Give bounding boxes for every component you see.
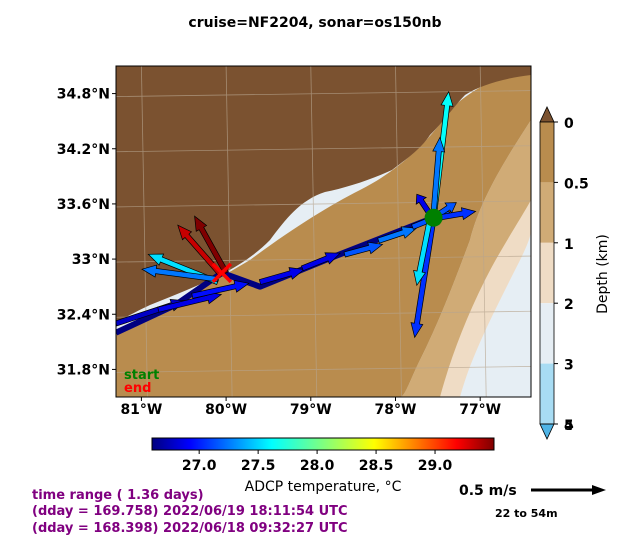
depth-tick-label: 3 [564, 358, 574, 374]
grid-line-lon-1 [225, 66, 233, 397]
temperature-tick-label: 27.0 [182, 458, 217, 474]
grid-line-lat-5 [116, 90, 531, 97]
depth-colorbar: 0 0.5 1 2 3 45 [539, 106, 589, 440]
temperature-tick-label: 27.5 [241, 458, 276, 474]
grid-line-lon-2 [310, 66, 318, 397]
depth-colorbar-top-arrow [539, 106, 555, 123]
y-tick-label: 34.8°N [57, 87, 110, 103]
depth-band-swatch [540, 303, 554, 364]
end-label: end [124, 381, 151, 396]
x-tick-label: 80°W [205, 402, 247, 418]
time-range-line3: (dday = 168.398) 2022/06/18 09:32:27 UTC [32, 521, 348, 536]
start-marker [424, 208, 443, 227]
y-tick-label: 32.4°N [57, 307, 110, 323]
depth-tick-label: 4 [564, 418, 574, 434]
time-range-line2: (dday = 169.758) 2022/06/19 18:11:54 UTC [32, 504, 348, 519]
temperature-tick-label: 28.5 [359, 458, 394, 474]
temperature-colorbar-label: ADCP temperature, °C [245, 479, 402, 495]
depth-tick-label: 1 [564, 237, 574, 253]
velocity-vector-5 [177, 224, 225, 278]
velocity-vector-16 [413, 221, 433, 287]
depth-band-swatch [540, 182, 554, 243]
temperature-tick-label: 28.0 [300, 458, 335, 474]
y-tick-label: 31.8°N [57, 362, 110, 378]
y-tick-label: 33°N [72, 252, 110, 268]
depth-colorbar-frame [539, 121, 555, 425]
chart-title: cruise=NF2204, sonar=os150nb [188, 15, 441, 31]
grid-line-lat-4 [116, 145, 531, 153]
map-area [116, 66, 531, 397]
start-end-markers [211, 208, 443, 284]
start-label: start [124, 368, 159, 383]
map-frame [115, 65, 532, 398]
velocity-vector-13 [410, 216, 437, 339]
velocity-vector-10 [377, 226, 418, 244]
y-tick-label: 34.2°N [57, 142, 110, 158]
grid-line-lat-3 [116, 200, 531, 208]
grid-line-lon-4 [479, 66, 487, 397]
y-tick-label: 33.6°N [57, 197, 110, 213]
depth-band-swatch [540, 122, 554, 183]
velocity-vector-18 [415, 193, 432, 216]
velocity-vector-8 [300, 252, 341, 272]
grid-line-lat-1 [116, 310, 531, 318]
velocity-vectors [116, 90, 477, 339]
time-range-line1: time range ( 1.36 days) [32, 488, 204, 503]
grid-line-lat-0 [116, 366, 531, 373]
shelf-band-0-0.5km [116, 66, 531, 397]
temperature-tick-label: 29.0 [418, 458, 453, 474]
velocity-vector-9 [343, 241, 384, 258]
depth-tick-label: 0.5 [564, 176, 589, 192]
velocity-vector-7 [258, 267, 305, 286]
end-marker [211, 262, 233, 284]
depth-tick-label: 0 [564, 116, 574, 132]
velocity-vector-2 [191, 279, 250, 299]
depth-tick-label: 2 [564, 297, 574, 313]
shelf-band-0.5-1km [400, 120, 531, 397]
velocity-vector-6 [194, 215, 229, 275]
x-axis-ticks: 81°W 80°W 79°W 78°W 77°W [120, 397, 501, 418]
depth-colorbar-bottom-arrow [539, 423, 555, 440]
y-axis-ticks: 31.8°N 32.4°N 33°N 33.6°N 34.2°N 34.8°N [57, 87, 116, 378]
vector-scale-arrow [531, 485, 606, 495]
temperature-colorbar [151, 437, 495, 451]
depth-band-swatch [540, 363, 554, 424]
depth-band-swatch [540, 242, 554, 304]
vector-depth-range: 22 to 54m [495, 507, 558, 520]
depth-colorbar-label: Depth (km) [595, 234, 611, 314]
depth-tick-label: 5 [564, 418, 574, 434]
x-tick-label: 77°W [459, 402, 501, 418]
grid-line-lon-0 [141, 66, 148, 397]
x-tick-label: 79°W [290, 402, 332, 418]
vector-scale-label: 0.5 m/s [459, 483, 517, 499]
velocity-vector-4 [141, 264, 219, 283]
x-tick-label: 78°W [375, 402, 417, 418]
temperature-colorbar-ticks: 27.0 27.5 28.0 28.5 29.0 [182, 450, 453, 474]
x-tick-label: 81°W [120, 402, 162, 418]
grid-lines [116, 66, 531, 397]
velocity-vector-17 [430, 136, 446, 214]
